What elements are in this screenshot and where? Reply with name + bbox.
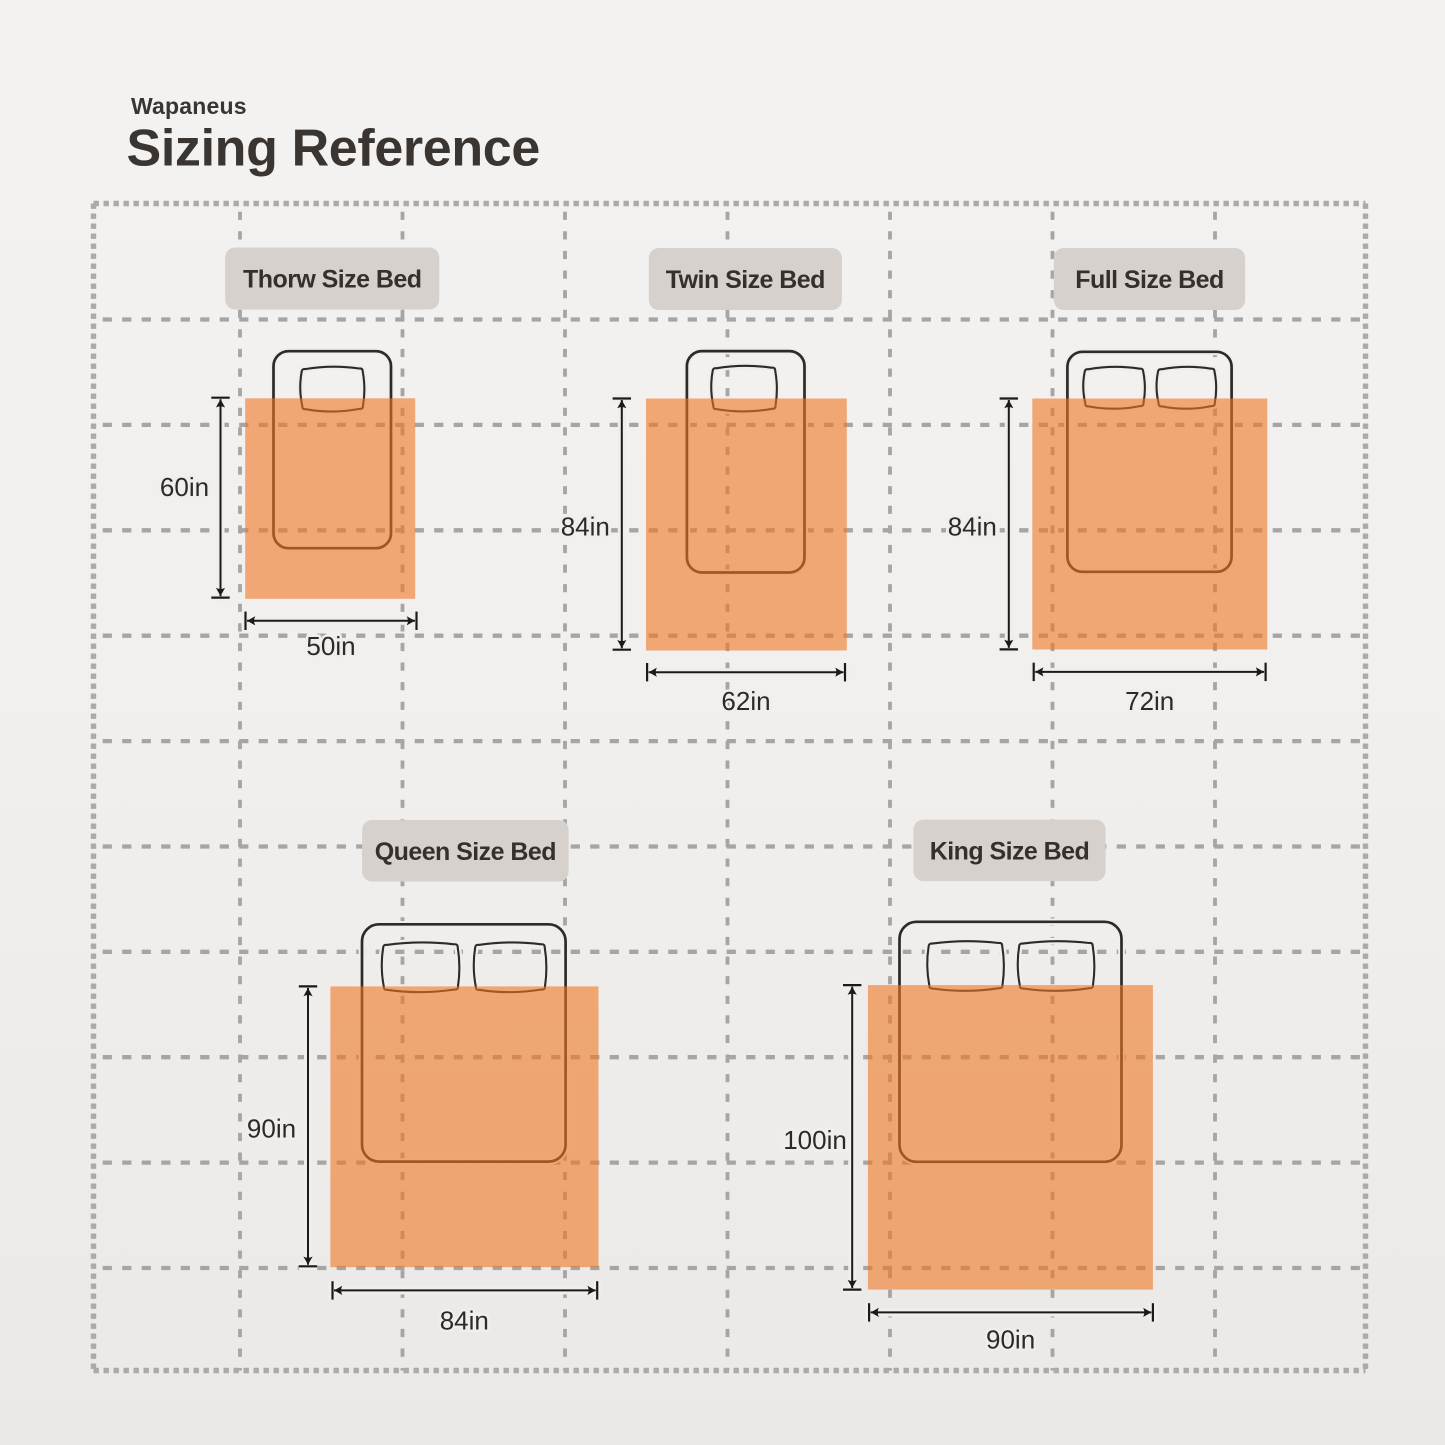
svg-text:Full Size Bed: Full Size Bed (1075, 266, 1223, 294)
svg-text:Wapaneus: Wapaneus (131, 93, 247, 119)
svg-text:Twin Size Bed: Twin Size Bed (666, 266, 825, 294)
svg-text:Sizing Reference: Sizing Reference (127, 120, 540, 178)
svg-text:84in: 84in (440, 1306, 489, 1336)
svg-text:90in: 90in (247, 1114, 296, 1144)
svg-text:50in: 50in (306, 631, 355, 661)
svg-text:100in: 100in (783, 1125, 847, 1155)
svg-text:62in: 62in (721, 686, 770, 716)
svg-text:72in: 72in (1125, 686, 1174, 716)
svg-text:Queen Size Bed: Queen Size Bed (375, 838, 556, 866)
svg-text:King Size Bed: King Size Bed (930, 837, 1090, 865)
svg-text:Thorw Size Bed: Thorw Size Bed (243, 266, 421, 294)
svg-text:60in: 60in (160, 472, 209, 502)
svg-text:90in: 90in (986, 1325, 1035, 1355)
svg-text:84in: 84in (561, 512, 610, 542)
svg-text:84in: 84in (948, 512, 997, 542)
